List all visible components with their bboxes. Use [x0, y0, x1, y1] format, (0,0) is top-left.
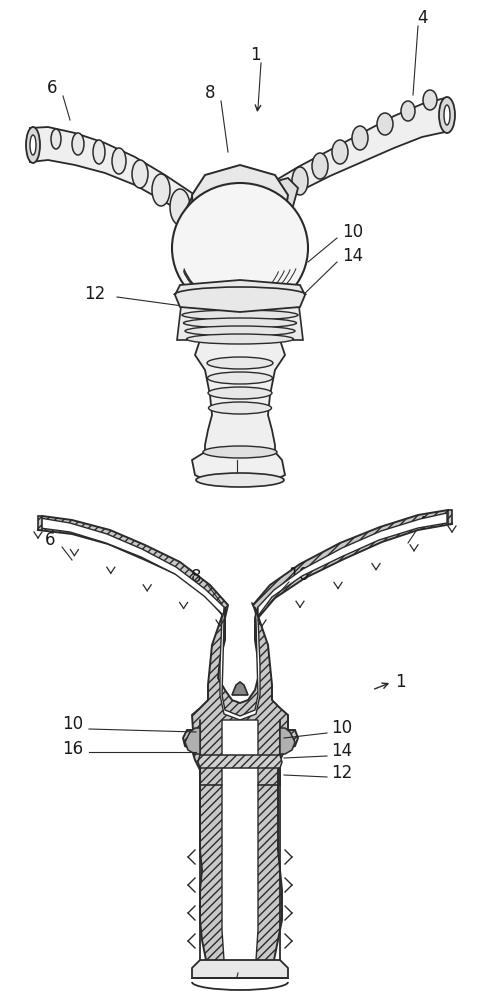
Polygon shape: [30, 55, 449, 478]
Text: 6: 6: [45, 531, 55, 549]
Polygon shape: [38, 516, 42, 530]
Ellipse shape: [72, 133, 84, 155]
Polygon shape: [222, 720, 257, 966]
Text: 10: 10: [342, 223, 363, 241]
Text: 6: 6: [47, 79, 57, 97]
Text: 2: 2: [231, 961, 242, 979]
Ellipse shape: [422, 90, 436, 110]
Ellipse shape: [207, 387, 271, 399]
Text: 1: 1: [394, 673, 405, 691]
Ellipse shape: [206, 357, 273, 369]
Polygon shape: [177, 298, 302, 340]
Text: 12: 12: [331, 764, 352, 782]
Polygon shape: [279, 728, 294, 754]
Polygon shape: [194, 340, 285, 455]
Ellipse shape: [152, 174, 169, 206]
Polygon shape: [175, 280, 304, 312]
Ellipse shape: [208, 402, 271, 414]
Text: 8: 8: [204, 84, 215, 102]
Ellipse shape: [26, 127, 40, 163]
Ellipse shape: [51, 129, 61, 149]
Text: 1: 1: [249, 46, 260, 64]
Polygon shape: [192, 452, 285, 480]
Polygon shape: [257, 513, 446, 616]
Polygon shape: [30, 127, 194, 220]
Ellipse shape: [376, 113, 392, 135]
Polygon shape: [192, 960, 288, 978]
Ellipse shape: [271, 181, 288, 211]
Polygon shape: [252, 510, 451, 618]
Ellipse shape: [30, 135, 36, 155]
Polygon shape: [20, 507, 459, 995]
Polygon shape: [185, 728, 200, 754]
Polygon shape: [182, 607, 298, 968]
Ellipse shape: [331, 140, 347, 164]
Ellipse shape: [400, 101, 414, 121]
Polygon shape: [263, 178, 298, 215]
Text: 16: 16: [62, 740, 84, 758]
Polygon shape: [447, 510, 451, 524]
Polygon shape: [182, 188, 219, 224]
Text: 12: 12: [84, 285, 106, 303]
Polygon shape: [38, 516, 228, 618]
Polygon shape: [198, 755, 281, 768]
Polygon shape: [231, 682, 248, 695]
Text: 10: 10: [331, 719, 352, 737]
Ellipse shape: [291, 167, 307, 195]
Text: 2: 2: [231, 459, 242, 477]
Ellipse shape: [172, 183, 307, 313]
Ellipse shape: [181, 310, 298, 320]
Ellipse shape: [93, 140, 105, 164]
Ellipse shape: [185, 326, 294, 336]
Text: 10: 10: [62, 715, 84, 733]
Polygon shape: [219, 607, 260, 720]
Text: 14: 14: [342, 247, 363, 265]
Text: 14: 14: [331, 742, 352, 760]
Text: 4: 4: [416, 515, 426, 533]
Polygon shape: [192, 165, 288, 235]
Ellipse shape: [207, 372, 272, 384]
Ellipse shape: [203, 446, 276, 458]
Ellipse shape: [312, 153, 327, 179]
Ellipse shape: [169, 189, 190, 225]
Ellipse shape: [132, 160, 148, 188]
Text: 4: 4: [417, 9, 427, 27]
Ellipse shape: [186, 334, 293, 344]
Ellipse shape: [351, 126, 367, 150]
Ellipse shape: [183, 318, 296, 328]
Polygon shape: [267, 98, 444, 208]
Polygon shape: [40, 518, 224, 616]
Ellipse shape: [195, 473, 283, 487]
Ellipse shape: [438, 97, 454, 133]
Text: 8: 8: [191, 568, 201, 586]
Text: 10: 10: [288, 566, 309, 584]
Ellipse shape: [112, 148, 126, 174]
Ellipse shape: [443, 105, 449, 125]
